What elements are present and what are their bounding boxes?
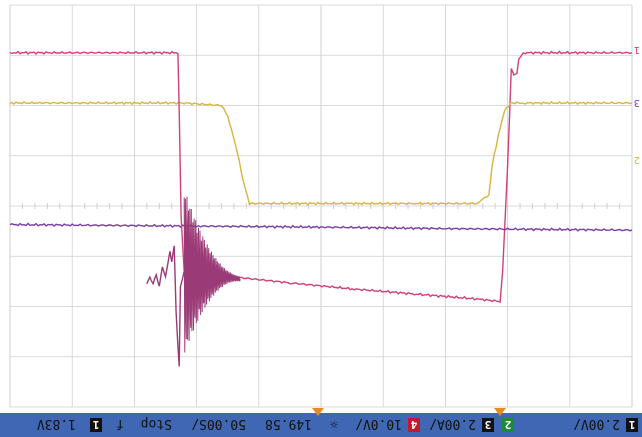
trigger-channel-label: 1 [92, 418, 99, 431]
purple-trace [9, 222, 633, 232]
trigger-edge-icon: f [116, 416, 124, 431]
trigger-position-marker [312, 408, 324, 416]
ch4-badge-label: 4 [410, 418, 417, 431]
ch1-marker: 1 [634, 44, 640, 55]
trigger-level-marker [494, 408, 506, 416]
status-bar [0, 413, 642, 437]
ch4-badge [408, 418, 420, 432]
ch1-scale: 2.00V/ [573, 416, 620, 431]
ch3-badge-label: 3 [485, 418, 492, 431]
fall-trace [9, 50, 185, 272]
ringing-burst [183, 196, 241, 353]
trigger-channel-badge [90, 418, 102, 432]
yellow-trace [9, 100, 633, 206]
sample-rate: 50.00S/ [191, 416, 246, 431]
magenta-trace [184, 50, 633, 304]
time-readout: 149.58 [265, 416, 312, 431]
ch1-badge-label: 1 [628, 418, 635, 431]
status-group: 1 2.00V/ 2 3 2.00A/ 4 10.0V/ ☼ 149.58 50… [37, 416, 638, 432]
ch2-marker: 2 [634, 154, 640, 165]
trigger-level: 1.83V [37, 416, 76, 431]
ch3-marker: 3 [634, 97, 640, 108]
ch2-badge [502, 418, 514, 432]
ch4-scale: 10.0V/ [355, 416, 402, 431]
run-state: Stop [141, 416, 172, 431]
grid-layer [9, 4, 633, 408]
ch3-scale: 2.00A/ [429, 416, 476, 431]
ch2-badge-label: 2 [505, 418, 512, 431]
ch3-badge [482, 418, 494, 432]
trace-layer [9, 50, 633, 367]
ch1-badge [626, 418, 638, 432]
sun-icon: ☼ [330, 416, 338, 431]
ringing-trace [146, 245, 185, 367]
